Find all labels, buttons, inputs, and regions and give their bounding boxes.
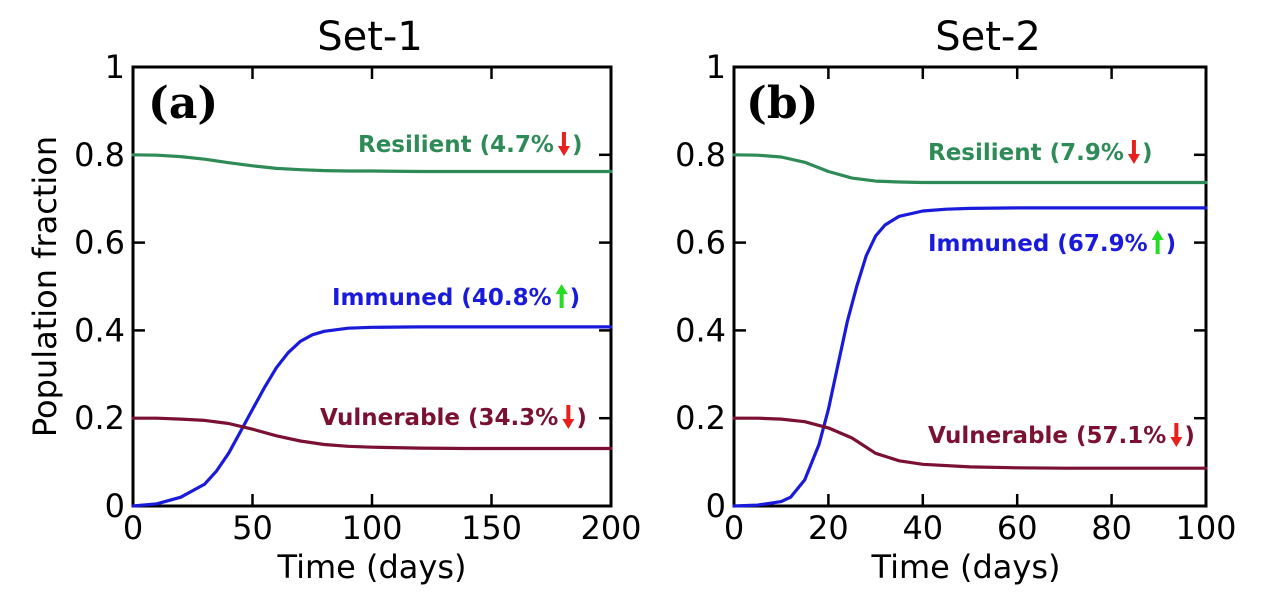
chart2-series-immuned-line xyxy=(732,206,1208,508)
chart2-panel-label: (b) xyxy=(746,78,818,129)
chart2-xtick-label-5: 100 xyxy=(1175,509,1236,547)
chart2-ytick-label-3: 0.6 xyxy=(675,224,726,262)
chart1-annotation-vulnerable: Vulnerable (34.3% xyxy=(320,405,558,431)
chart2-ytick-label-0: 0 xyxy=(706,487,726,525)
chart1-annotation-vulnerable-down-arrow-icon xyxy=(562,405,575,429)
chart2-annotation-immuned: Immuned (67.9% xyxy=(928,231,1148,257)
chart2-annotation-resilient: Resilient (7.9% xyxy=(928,140,1124,166)
chart1-series-vulnerable-line xyxy=(131,416,613,451)
chart1-annotation-immuned-close: ) xyxy=(570,285,581,311)
chart1-title: Set-1 xyxy=(317,14,423,60)
chart1-series-resilient-line xyxy=(131,153,613,174)
chart2-xtick-label-2: 40 xyxy=(902,509,943,547)
chart2-xtick-label-1: 20 xyxy=(808,509,849,547)
chart2-plot-frame xyxy=(732,65,1208,508)
chart2-ytick-label-5: 1 xyxy=(706,48,726,86)
chart2-xtick-label-3: 60 xyxy=(997,509,1038,547)
chart2-annotation-resilient-down-arrow-icon xyxy=(1127,140,1140,164)
chart1-xtick-label-2: 100 xyxy=(341,509,402,547)
chart2-xtick-label-4: 80 xyxy=(1091,509,1132,547)
chart1-ytick-label-2: 0.4 xyxy=(74,311,125,349)
chart2-xlabel: Time (days) xyxy=(871,548,1061,586)
chart2-annotation-immuned-close: ) xyxy=(1166,231,1177,257)
chart1-ytick-label-3: 0.6 xyxy=(74,224,125,262)
chart1-ytick-label-5: 1 xyxy=(105,48,125,86)
chart2-ytick-label-2: 0.4 xyxy=(675,311,726,349)
chart1-ytick-label-1: 0.2 xyxy=(74,399,125,437)
chart1-xtick-label-4: 200 xyxy=(580,509,641,547)
chart1-xtick-label-3: 150 xyxy=(461,509,522,547)
chart2-annotation-immuned-up-arrow-icon xyxy=(1151,230,1164,254)
chart1-ylabel: Population fraction xyxy=(26,136,64,437)
chart1-xtick-label-0: 0 xyxy=(123,509,143,547)
chart1-annotation-vulnerable-close: ) xyxy=(576,405,587,431)
chart2-annotation-resilient-close: ) xyxy=(1142,140,1153,166)
chart1-annotation-resilient: Resilient (4.7% xyxy=(358,132,554,158)
chart2-series-vulnerable-line xyxy=(732,416,1208,470)
chart2-xtick-label-0: 0 xyxy=(724,509,744,547)
chart2-annotation-vulnerable: Vulnerable (57.1% xyxy=(928,423,1166,449)
chart1-annotation-resilient-down-arrow-icon xyxy=(557,132,570,156)
chart1-annotation-immuned: Immuned (40.8% xyxy=(332,285,552,311)
chart2-annotation-vulnerable-down-arrow-icon xyxy=(1170,423,1183,447)
chart1-panel-label: (a) xyxy=(148,78,218,129)
chart1-xtick-label-1: 50 xyxy=(232,509,273,547)
chart1-ytick-label-0: 0 xyxy=(105,487,125,525)
chart1-ytick-label-4: 0.8 xyxy=(74,136,125,174)
chart1-xlabel: Time (days) xyxy=(277,548,467,586)
chart1-annotation-immuned-up-arrow-icon xyxy=(555,284,568,308)
chart2-annotation-vulnerable-close: ) xyxy=(1184,423,1195,449)
chart2-series-resilient-line xyxy=(732,153,1208,185)
chart1-annotation-resilient-close: ) xyxy=(572,132,583,158)
chart2-ytick-label-1: 0.2 xyxy=(675,399,726,437)
chart1-series-immuned-line xyxy=(131,325,613,508)
chart2-ytick-label-4: 0.8 xyxy=(675,136,726,174)
chart2-title: Set-2 xyxy=(935,14,1041,60)
